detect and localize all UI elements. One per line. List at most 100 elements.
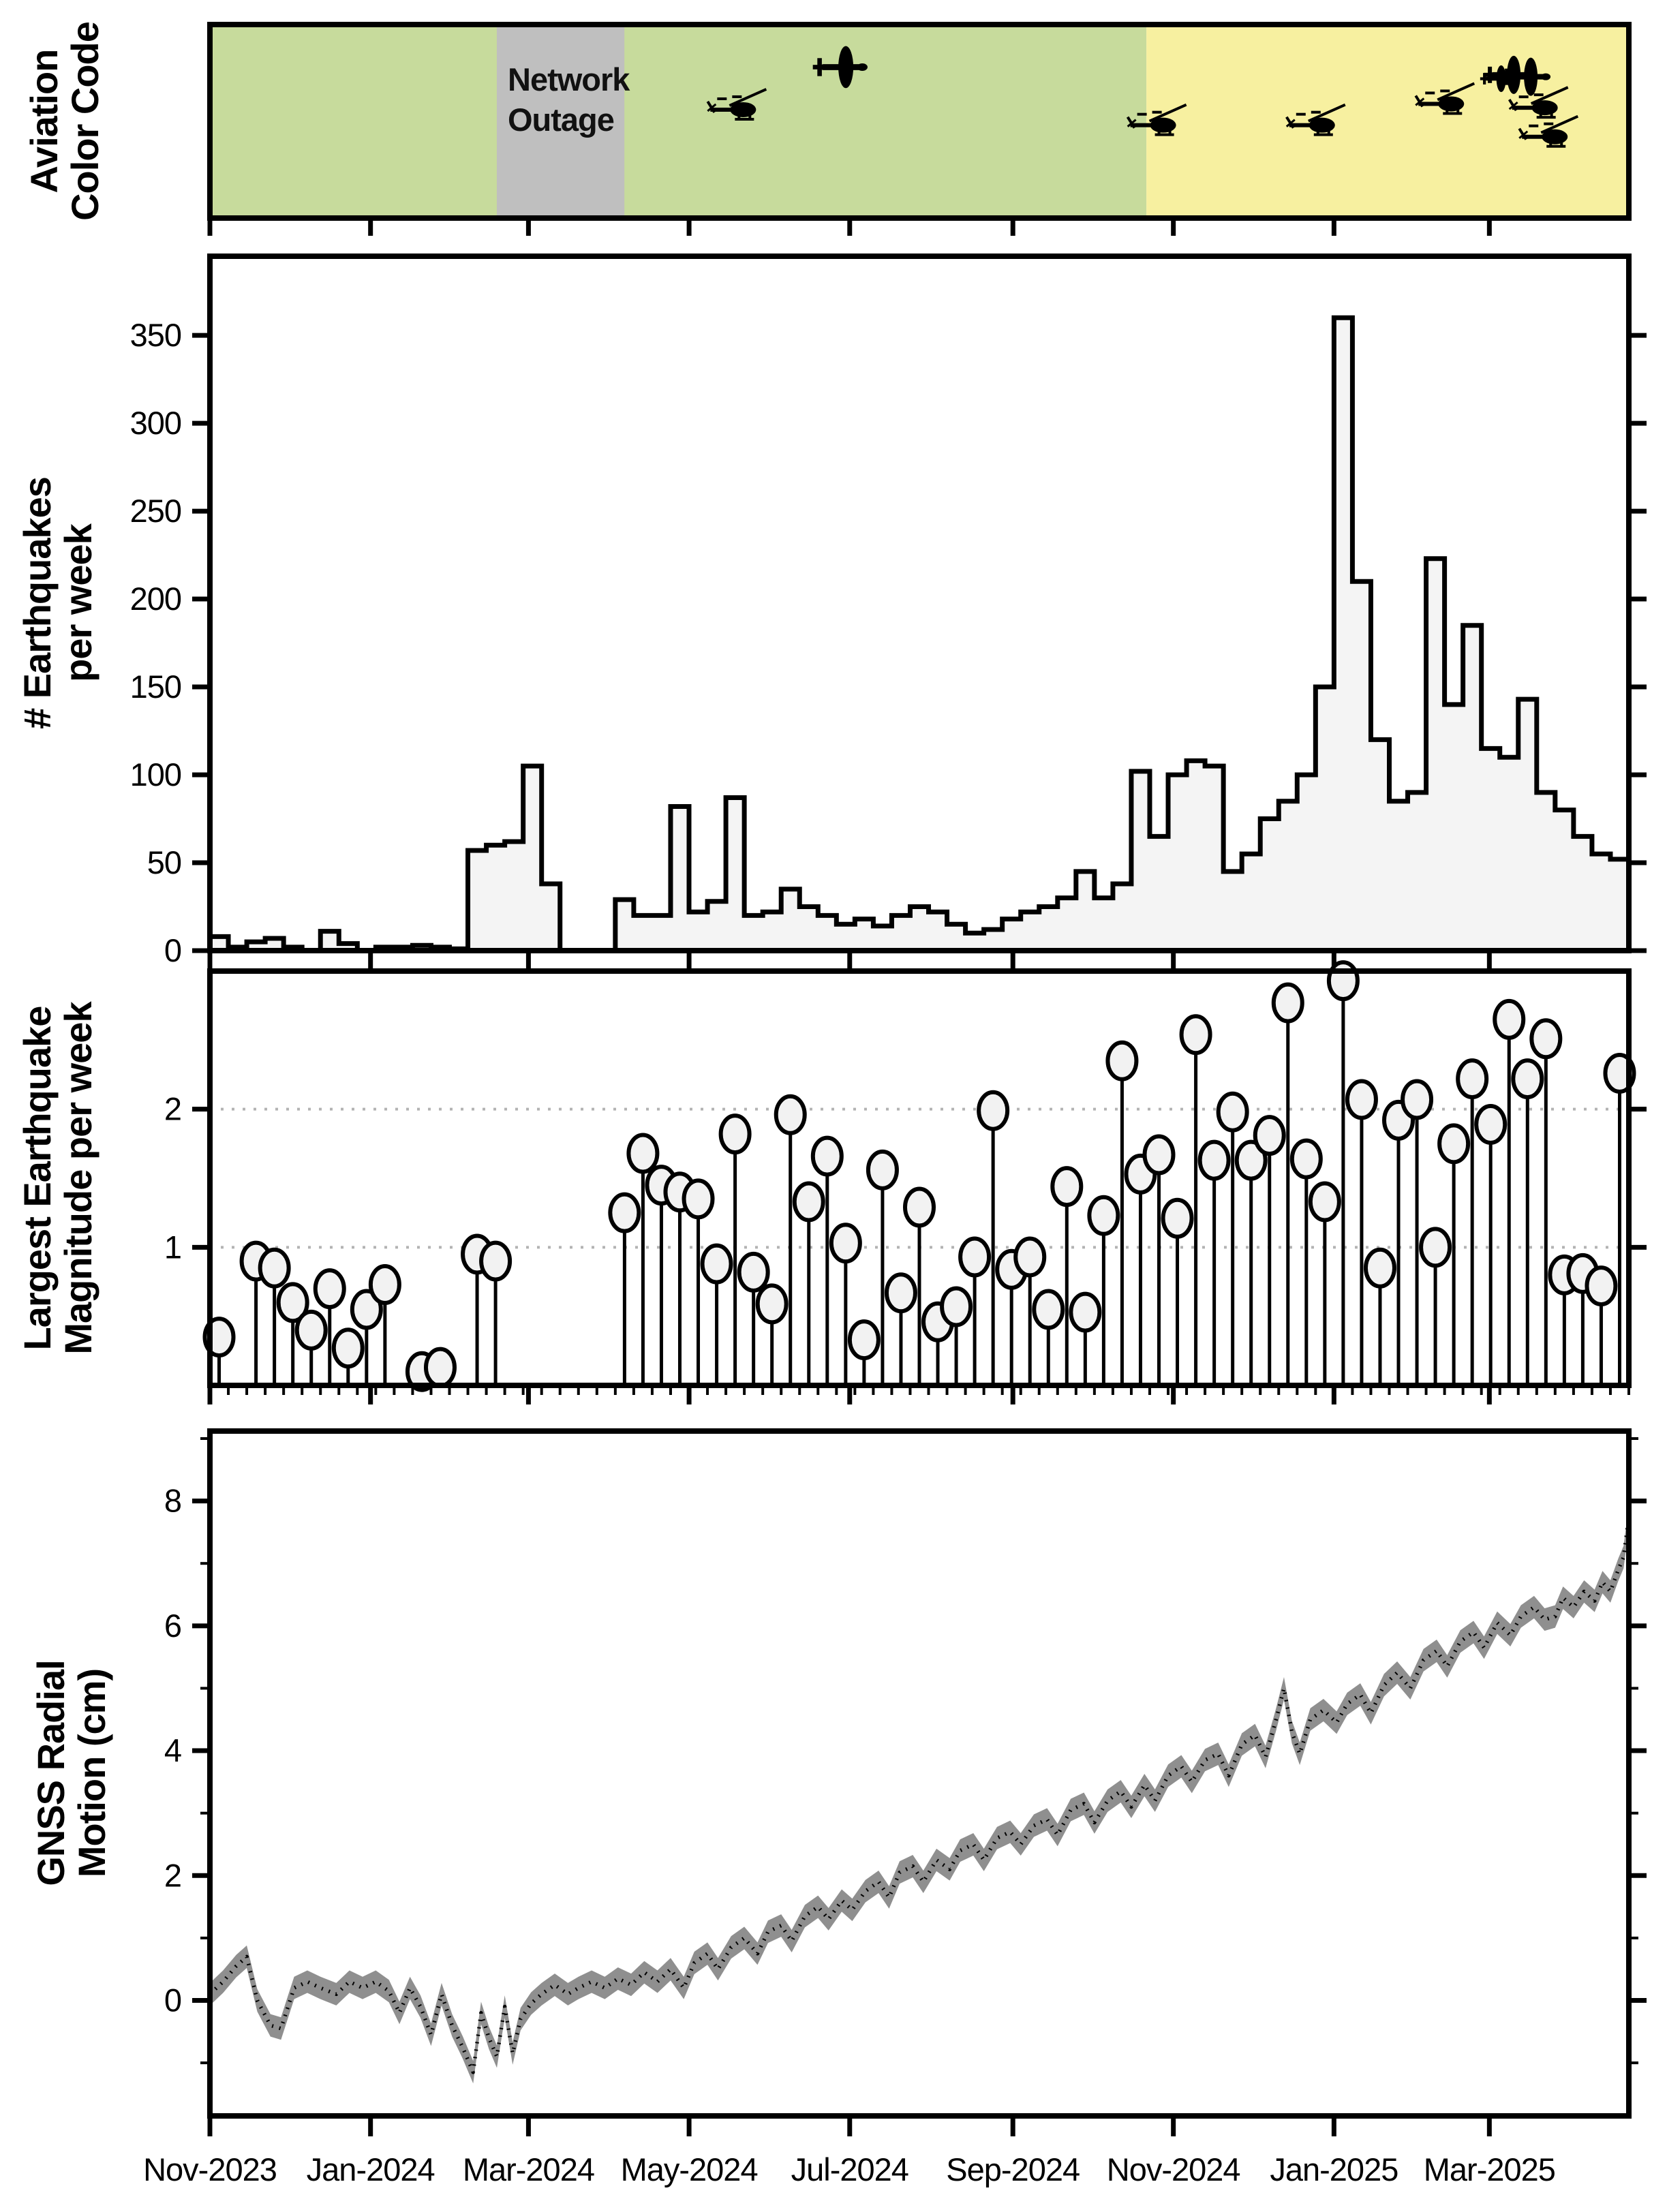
magnitude-marker bbox=[1087, 1195, 1120, 1236]
helicopter-icon bbox=[1414, 82, 1475, 115]
y-tick-label: 2 bbox=[164, 1857, 181, 1893]
x-tick-label: Sep-2024 bbox=[946, 2151, 1080, 2187]
earthquake-histogram-fill bbox=[210, 318, 1629, 951]
y-tick-label: 200 bbox=[130, 581, 181, 617]
magnitude-marker bbox=[737, 1251, 770, 1293]
magnitude-marker bbox=[792, 1181, 825, 1223]
magnitude-marker bbox=[313, 1268, 346, 1310]
magnitude-marker bbox=[1419, 1227, 1452, 1268]
x-tick-label: May-2024 bbox=[621, 2151, 758, 2187]
magnitude-panel-ylabel: Largest Earthquake Magnitude per week bbox=[15, 1002, 100, 1355]
magnitude-marker bbox=[1197, 1139, 1231, 1181]
y-tick-label: 150 bbox=[130, 669, 181, 705]
magnitude-marker bbox=[700, 1243, 733, 1285]
magnitude-marker bbox=[682, 1178, 715, 1220]
magnitude-marker bbox=[1585, 1265, 1618, 1307]
magnitude-marker bbox=[866, 1149, 899, 1191]
y-tick-label: 100 bbox=[130, 756, 181, 793]
magnitude-marker bbox=[1493, 998, 1526, 1040]
magnitude-marker bbox=[1069, 1291, 1102, 1333]
magnitude-marker bbox=[1105, 1040, 1139, 1081]
magnitude-marker bbox=[294, 1309, 328, 1351]
y-tick-label: 0 bbox=[164, 932, 181, 968]
aviation-segment-green bbox=[210, 25, 1147, 218]
magnitude-marker bbox=[755, 1283, 789, 1325]
magnitude-marker bbox=[1326, 960, 1360, 1002]
x-tick-label: Nov-2024 bbox=[1107, 2151, 1240, 2187]
magnitude-marker bbox=[903, 1186, 936, 1228]
y-tick-label: 6 bbox=[164, 1608, 181, 1644]
magnitude-marker bbox=[1216, 1091, 1249, 1133]
x-tick-label: Jan-2024 bbox=[307, 2151, 435, 2187]
aviation-segment-yellow bbox=[1146, 25, 1629, 218]
magnitude-marker bbox=[958, 1236, 992, 1278]
helicopter-icon bbox=[1518, 114, 1579, 148]
x-tick-label: Mar-2025 bbox=[1424, 2151, 1555, 2187]
magnitude-marker bbox=[1474, 1103, 1508, 1145]
magnitude-marker bbox=[774, 1094, 807, 1135]
magnitude-marker bbox=[1234, 1139, 1268, 1181]
magnitude-marker bbox=[626, 1133, 660, 1174]
x-tick-label: Nov-2023 bbox=[143, 2151, 277, 2187]
magnitude-marker bbox=[718, 1113, 752, 1155]
network-outage-annotation: Network Outage bbox=[508, 61, 630, 138]
airplane-icon bbox=[1501, 57, 1551, 96]
gnss-panel-ylabel: GNSS Radial Motion (cm) bbox=[29, 1660, 113, 1886]
y-tick-label: 300 bbox=[130, 405, 181, 441]
y-tick-label: 250 bbox=[130, 493, 181, 529]
magnitude-marker bbox=[1456, 1058, 1489, 1100]
magnitude-marker bbox=[1142, 1134, 1176, 1176]
x-tick-label: Jul-2024 bbox=[791, 2151, 908, 2187]
y-tick-label: 4 bbox=[164, 1732, 181, 1768]
magnitude-marker bbox=[884, 1272, 917, 1314]
magnitude-marker bbox=[368, 1264, 401, 1306]
magnitude-marker bbox=[608, 1192, 641, 1233]
magnitude-marker bbox=[1050, 1166, 1084, 1208]
magnitude-marker bbox=[423, 1347, 457, 1388]
helicopter-icon bbox=[1126, 103, 1187, 136]
magnitude-marker bbox=[977, 1090, 1010, 1131]
magnitude-marker bbox=[479, 1240, 513, 1282]
y-tick-label: 1 bbox=[164, 1229, 181, 1265]
magnitude-marker bbox=[1161, 1197, 1194, 1239]
magnitude-marker bbox=[1271, 982, 1304, 1024]
magnitude-marker bbox=[847, 1319, 881, 1361]
y-tick-label: 50 bbox=[147, 844, 181, 880]
y-tick-label: 2 bbox=[164, 1091, 181, 1127]
magnitude-marker bbox=[1308, 1181, 1341, 1223]
magnitude-marker bbox=[1511, 1058, 1544, 1100]
magnitude-marker bbox=[276, 1282, 309, 1323]
earthquakes-panel-ylabel: # Earthquakes per week bbox=[15, 477, 100, 729]
magnitude-marker bbox=[940, 1286, 973, 1327]
gnss-error-band bbox=[210, 1505, 1629, 2084]
panel-border bbox=[207, 254, 1632, 953]
magnitude-marker bbox=[1032, 1289, 1065, 1330]
helicopter-icon bbox=[1285, 103, 1346, 136]
panel-border bbox=[207, 1428, 1632, 2119]
y-tick-label: 8 bbox=[164, 1483, 181, 1519]
magnitude-marker bbox=[331, 1327, 365, 1369]
magnitude-marker bbox=[1345, 1079, 1378, 1120]
magnitude-marker bbox=[1529, 1018, 1563, 1060]
magnitude-marker bbox=[810, 1135, 844, 1177]
magnitude-marker bbox=[1253, 1115, 1286, 1156]
gnss-dotted-line bbox=[209, 1516, 1631, 2074]
airplane-icon bbox=[812, 46, 868, 89]
magnitude-marker bbox=[1401, 1079, 1434, 1120]
panel-border bbox=[207, 968, 1632, 1388]
magnitude-marker bbox=[1437, 1123, 1471, 1165]
x-tick-label: Jan-2025 bbox=[1270, 2151, 1398, 2187]
magnitude-marker bbox=[1363, 1247, 1396, 1289]
helicopter-icon bbox=[706, 88, 767, 121]
magnitude-marker bbox=[829, 1223, 862, 1264]
magnitude-marker bbox=[350, 1289, 383, 1330]
magnitude-marker bbox=[1013, 1236, 1047, 1278]
magnitude-marker bbox=[258, 1247, 291, 1289]
panel-border bbox=[207, 22, 1632, 221]
x-tick-label: Mar-2024 bbox=[463, 2151, 594, 2187]
helicopter-icon bbox=[1508, 86, 1569, 119]
y-tick-label: 350 bbox=[130, 317, 181, 353]
aviation-segment-network-outage bbox=[496, 25, 625, 218]
